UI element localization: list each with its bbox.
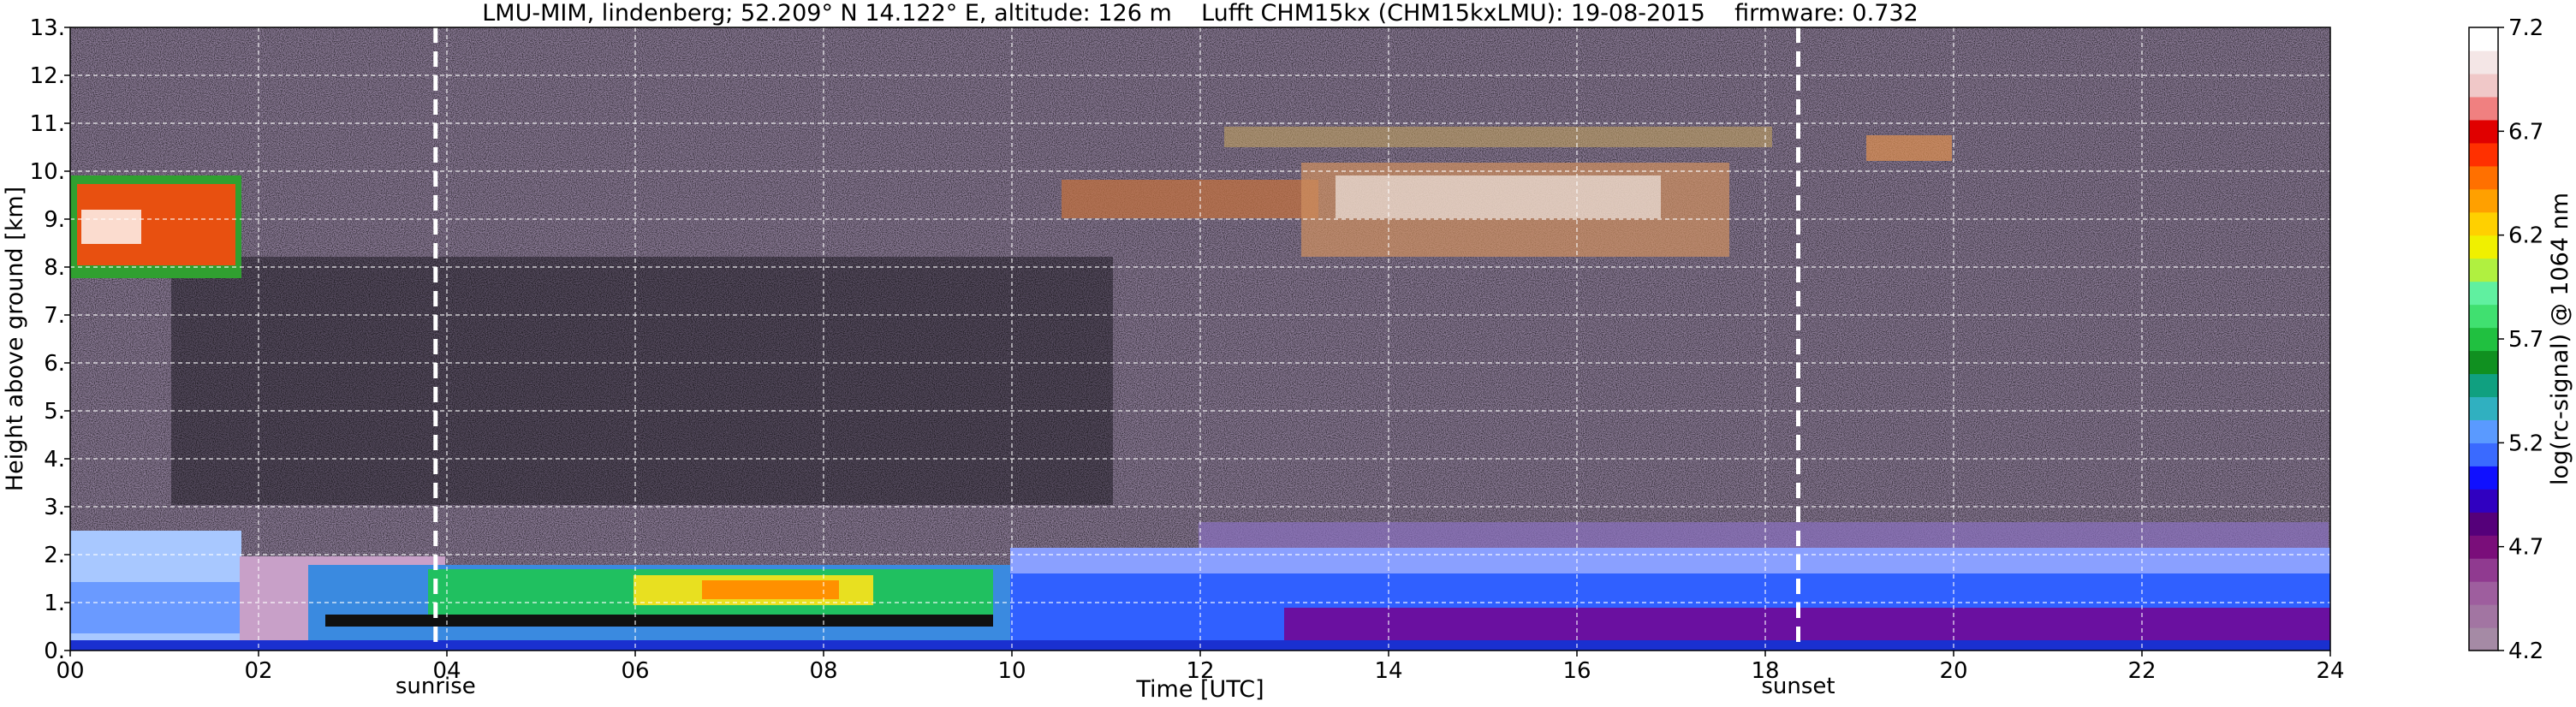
cirrus-layer xyxy=(70,127,1952,278)
colorbar xyxy=(2468,27,2499,651)
colorbar-swatch xyxy=(2469,327,2498,352)
colorbar-swatch xyxy=(2469,165,2498,190)
x-tick-label: 22 xyxy=(2127,658,2156,684)
colorbar-swatch xyxy=(2469,73,2498,98)
colorbar-swatch xyxy=(2469,581,2498,605)
colorbar-swatch xyxy=(2469,119,2498,144)
colorbar-label: log(rc-signal) @ 1064 nm xyxy=(2547,193,2573,485)
colorbar-tick-label: 4.7 xyxy=(2508,535,2543,561)
y-tick-label: 1. xyxy=(44,591,65,616)
x-tick-label: 24 xyxy=(2316,658,2344,684)
colorbar-swatch xyxy=(2469,373,2498,398)
colorbar-swatch xyxy=(2469,489,2498,513)
y-tick-label: 2. xyxy=(44,543,65,568)
y-tick-label: 5. xyxy=(44,399,65,425)
y-tick-label: 0. xyxy=(44,639,65,664)
y-tick-label: 11. xyxy=(30,111,65,137)
x-tick-label: 02 xyxy=(244,658,272,684)
layer-dark-band xyxy=(325,615,993,627)
y-tick-label: 9. xyxy=(44,207,65,233)
x-tick-label: 20 xyxy=(1939,658,1967,684)
colorbar-swatch xyxy=(2469,512,2498,536)
y-tick-label: 3. xyxy=(44,495,65,520)
x-tick-label: 08 xyxy=(809,658,837,684)
cirrus-high xyxy=(1224,127,1772,147)
colorbar-tick-label: 6.7 xyxy=(2508,119,2543,145)
y-tick-label: 7. xyxy=(44,303,65,329)
colorbar-swatch xyxy=(2469,188,2498,213)
x-tick-label: 18 xyxy=(1751,658,1779,684)
x-tick-label: 00 xyxy=(56,658,84,684)
x-tick-label: 06 xyxy=(621,658,649,684)
colorbar-tick-label: 5.7 xyxy=(2508,327,2543,353)
colorbar-swatch xyxy=(2469,466,2498,490)
colorbar-swatch xyxy=(2469,604,2498,628)
colorbar-swatch xyxy=(2469,142,2498,167)
y-tick-label: 8. xyxy=(44,255,65,281)
y-tick-label: 12. xyxy=(30,63,65,89)
x-tick-label: 14 xyxy=(1374,658,1402,684)
colorbar-swatch xyxy=(2469,419,2498,443)
y-tick-label: 6. xyxy=(44,351,65,377)
colorbar-swatch xyxy=(2469,350,2498,375)
layer-night-2 xyxy=(70,582,241,633)
y-tick-label: 13. xyxy=(30,15,65,41)
cirrus-mid xyxy=(1062,180,1318,218)
plot-area xyxy=(69,27,2331,651)
grid xyxy=(70,27,2330,651)
colorbar-swatch xyxy=(2469,258,2498,282)
x-tick-label: 16 xyxy=(1562,658,1591,684)
colorbar-swatch xyxy=(2469,304,2498,329)
cirrus-main-white xyxy=(1336,175,1661,218)
colorbar-swatch xyxy=(2469,50,2498,74)
colorbar-swatch xyxy=(2469,627,2498,651)
layer-orange-core xyxy=(702,580,839,599)
colorbar-swatch xyxy=(2469,535,2498,559)
annotation-label: sunrise xyxy=(396,674,476,699)
colorbar-swatch xyxy=(2469,96,2498,121)
x-tick-label: 12 xyxy=(1186,658,1214,684)
layer-afternoon-purple xyxy=(1284,608,2330,642)
colorbar-axis: 4.2 4.7 5.2 5.7 6.2 6.7 7.2 xyxy=(2498,15,2543,664)
y-axis: 0. 1. 2. 3. 4. 5. 6. 7. 8. 9. 10. 11. 12. 13. xyxy=(30,15,70,664)
y-tick-label: 4. xyxy=(44,447,65,472)
layer-residual-top xyxy=(1199,522,2329,548)
colorbar-swatch xyxy=(2469,281,2498,306)
sun-lines xyxy=(433,27,1800,651)
colorbar-swatch xyxy=(2469,443,2498,466)
x-tick-label: 10 xyxy=(997,658,1026,684)
colorbar-tick-label: 5.2 xyxy=(2508,431,2543,456)
cirrus-late xyxy=(1866,135,1952,161)
colorbar-swatch xyxy=(2469,235,2498,259)
y-tick-label: 10. xyxy=(30,159,65,185)
colorbar-swatch xyxy=(2469,558,2498,582)
annotation-label: sunset xyxy=(1761,674,1835,699)
cirrus-early-white xyxy=(81,210,141,244)
x-axis-label: Time [UTC] xyxy=(1135,676,1264,703)
x-axis: 00 02 04 06 08 10 12 14 16 18 20 22 24 xyxy=(56,651,2345,684)
colorbar-swatch xyxy=(2469,396,2498,420)
layer-afternoon-light xyxy=(1010,548,2330,573)
y-axis-label: Height above ground [km] xyxy=(2,187,28,491)
colorbar-swatch xyxy=(2469,211,2498,236)
sun-labels: sunrise sunset xyxy=(396,674,1835,699)
colorbar-tick-label: 6.2 xyxy=(2508,223,2543,249)
boundary-layer xyxy=(70,522,2330,651)
colorbar-tick-label: 7.2 xyxy=(2508,15,2543,41)
colorbar-tick-label: 4.2 xyxy=(2508,639,2543,664)
chart-title: LMU-MIM, lindenberg; 52.209° N 14.122° E… xyxy=(482,0,1918,27)
x-tick-label: 04 xyxy=(432,658,461,684)
colorbar-swatch xyxy=(2469,27,2498,51)
